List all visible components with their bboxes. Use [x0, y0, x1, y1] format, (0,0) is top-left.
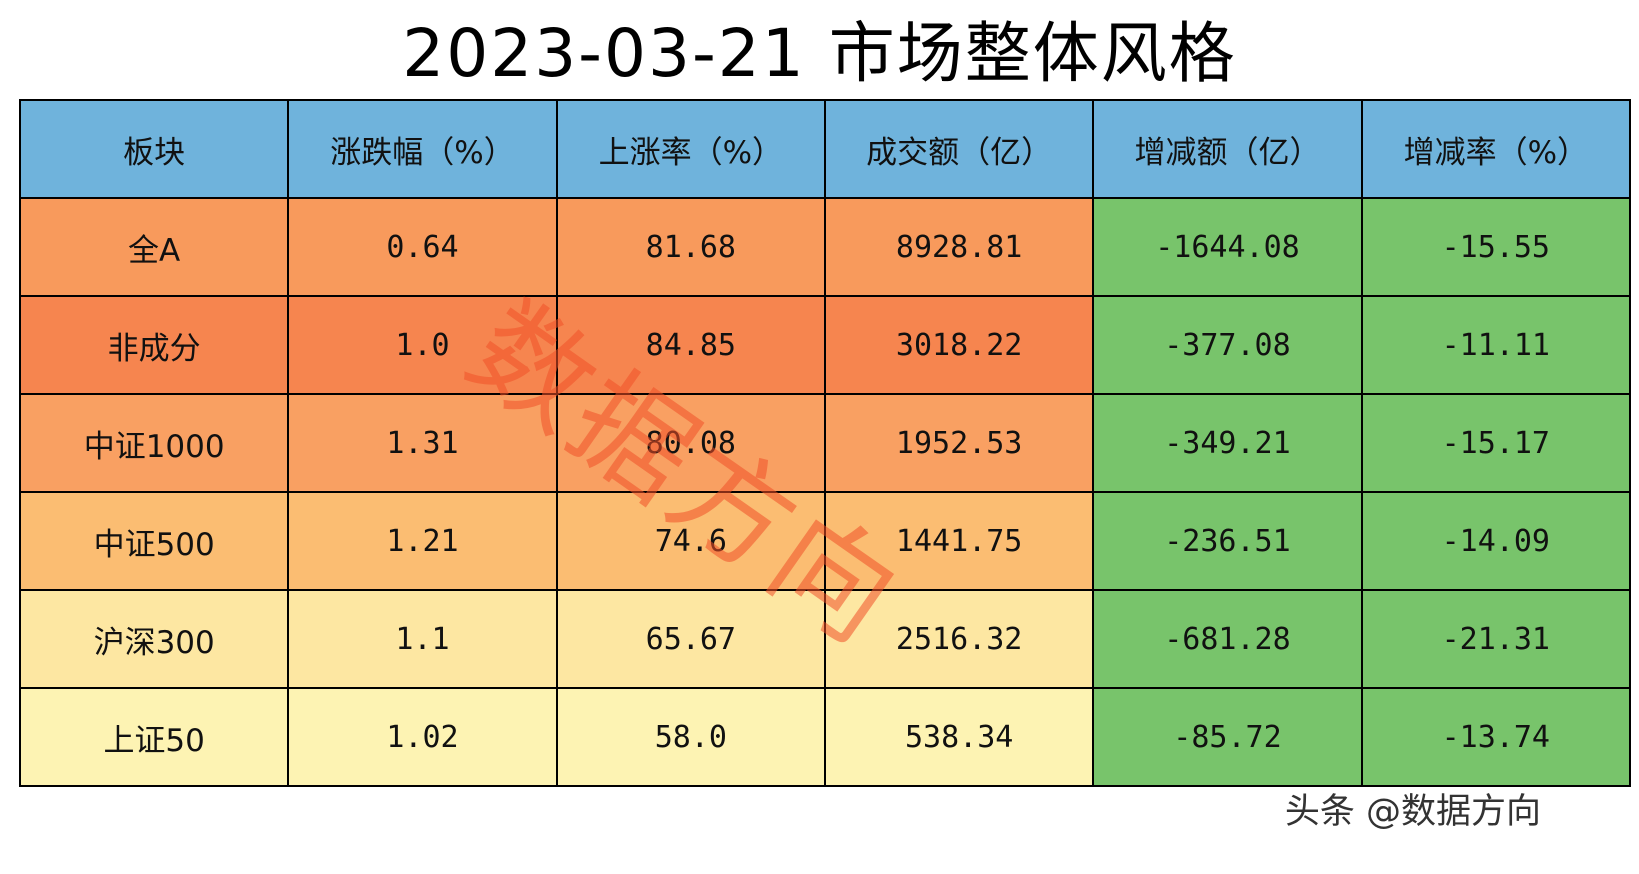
header-cell: 增减额（亿） [1092, 99, 1363, 199]
value-cell: -15.17 [1360, 393, 1632, 493]
header-cell: 上涨率（%） [555, 99, 826, 199]
value-cell: -1644.08 [1092, 197, 1363, 297]
data-table: 板块 涨跌幅（%） 上涨率（%） 成交额（亿） 增减额（亿） 增减率（%） 全A… [18, 99, 1632, 787]
header-cell: 增减率（%） [1360, 99, 1632, 199]
value-cell: 538.34 [823, 687, 1095, 787]
chart-title: 2023-03-21 市场整体风格 [402, 15, 1237, 92]
value-cell: 0.64 [287, 197, 558, 297]
footer-credit: 头条 @数据方向 [1284, 792, 1541, 832]
value-cell: 1.0 [287, 295, 558, 395]
value-cell: -377.08 [1092, 295, 1363, 395]
sector-name-cell: 沪深300 [18, 589, 290, 689]
header-cell: 涨跌幅（%） [287, 99, 558, 199]
value-cell: 1.31 [287, 393, 558, 493]
value-cell: 84.85 [555, 295, 826, 395]
sector-name-cell: 上证50 [18, 687, 290, 787]
value-cell: 58.0 [555, 687, 826, 787]
value-cell: 1.1 [287, 589, 558, 689]
header-cell: 板块 [18, 99, 290, 199]
value-cell: 2516.32 [823, 589, 1095, 689]
value-cell: -14.09 [1360, 491, 1632, 591]
table-row: 沪深300 1.1 65.67 2516.32 -681.28 -21.31 [18, 589, 1632, 689]
table-row: 中证500 1.21 74.6 1441.75 -236.51 -14.09 [18, 491, 1632, 591]
value-cell: 65.67 [555, 589, 826, 689]
value-cell: -349.21 [1092, 393, 1363, 493]
value-cell: -13.74 [1360, 687, 1632, 787]
value-cell: 3018.22 [823, 295, 1095, 395]
value-cell: 80.08 [555, 393, 826, 493]
sector-name-cell: 全A [18, 197, 290, 297]
table-row: 中证1000 1.31 80.08 1952.53 -349.21 -15.17 [18, 393, 1632, 493]
header-row: 板块 涨跌幅（%） 上涨率（%） 成交额（亿） 增减额（亿） 增减率（%） [18, 99, 1632, 199]
table-row: 非成分 1.0 84.85 3018.22 -377.08 -11.11 [18, 295, 1632, 395]
value-cell: -85.72 [1092, 687, 1363, 787]
sector-name-cell: 非成分 [18, 295, 290, 395]
value-cell: -15.55 [1360, 197, 1632, 297]
sector-name-cell: 中证1000 [18, 393, 290, 493]
table-row: 上证50 1.02 58.0 538.34 -85.72 -13.74 [18, 687, 1632, 787]
value-cell: 81.68 [555, 197, 826, 297]
value-cell: 1952.53 [823, 393, 1095, 493]
value-cell: 74.6 [555, 491, 826, 591]
value-cell: -11.11 [1360, 295, 1632, 395]
header-cell: 成交额（亿） [823, 99, 1095, 199]
value-cell: -681.28 [1092, 589, 1363, 689]
value-cell: 8928.81 [823, 197, 1095, 297]
sector-name-cell: 中证500 [18, 491, 290, 591]
table-row: 全A 0.64 81.68 8928.81 -1644.08 -15.55 [18, 197, 1632, 297]
value-cell: -236.51 [1092, 491, 1363, 591]
value-cell: 1441.75 [823, 491, 1095, 591]
value-cell: -21.31 [1360, 589, 1632, 689]
value-cell: 1.02 [287, 687, 558, 787]
value-cell: 1.21 [287, 491, 558, 591]
